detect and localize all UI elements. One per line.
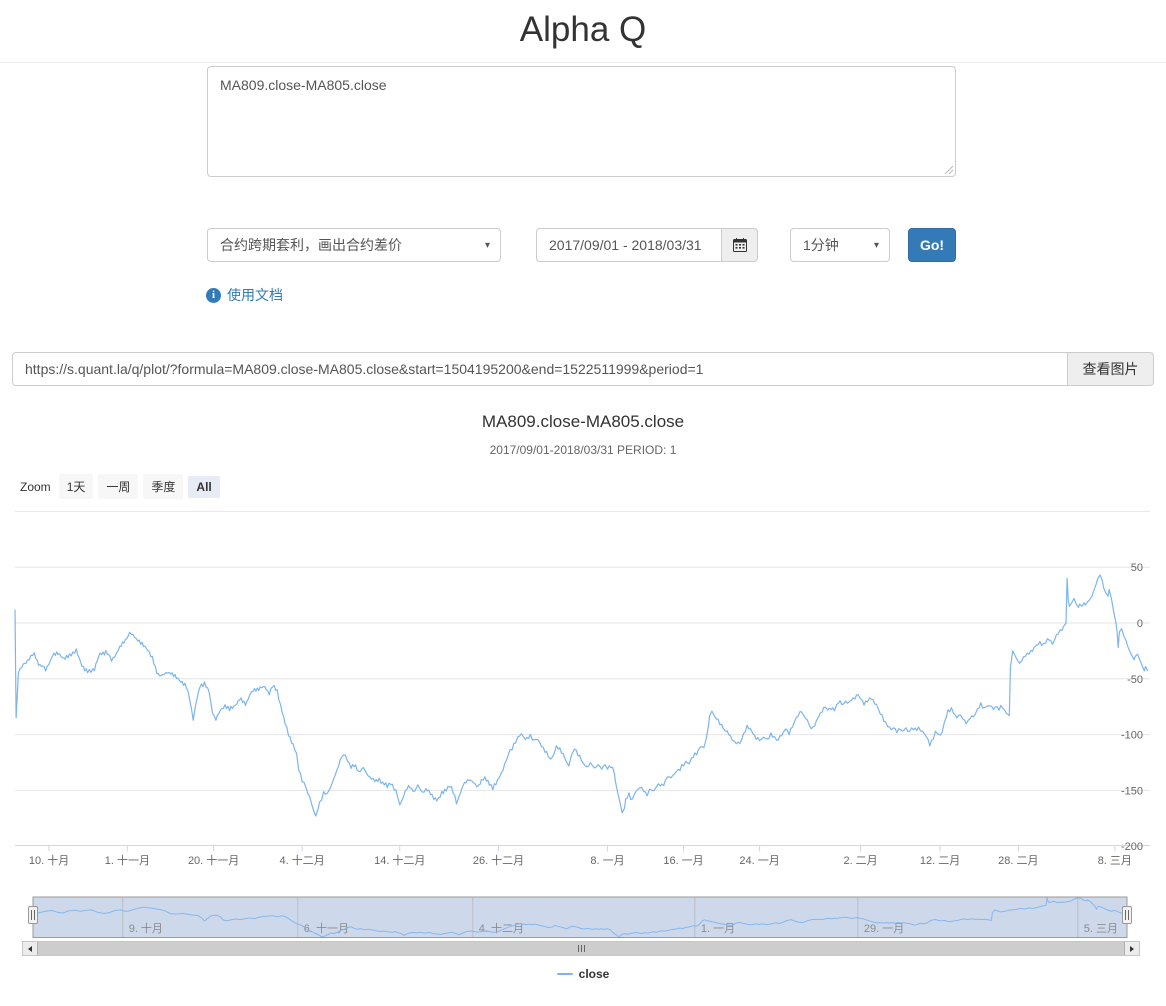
- x-axis-label: 1. 十一月: [105, 853, 150, 867]
- doc-link-row: i 使用文档: [206, 285, 283, 305]
- strategy-select[interactable]: 合约跨期套利，画出合约差价 ▾: [207, 228, 501, 262]
- navigator-label: 29. 一月: [864, 923, 904, 935]
- navigator-right-handle[interactable]: [1122, 906, 1132, 924]
- range-selector: Zoom 1天 一周 季度 All: [20, 474, 225, 499]
- scroll-left-button[interactable]: [23, 942, 37, 955]
- y-axis-label: -150: [1121, 785, 1143, 797]
- range-button-quarter[interactable]: 季度: [143, 474, 184, 499]
- x-axis-label: 8. 一月: [590, 855, 624, 867]
- legend-line-icon: [556, 973, 573, 975]
- x-axis-label: 26. 十二月: [473, 853, 524, 867]
- scroll-right-button[interactable]: [1125, 942, 1139, 955]
- calendar-icon: [732, 238, 747, 252]
- page-title: Alpha Q: [519, 10, 647, 49]
- x-axis-label: 12. 二月: [920, 855, 960, 867]
- x-axis-label: 20. 十一月: [188, 853, 239, 867]
- scroll-right-icon: [1130, 945, 1134, 952]
- x-axis-label: 10. 十月: [29, 853, 69, 867]
- navigator-left-handle[interactable]: [28, 906, 38, 924]
- navigator-label: 4. 十二月: [479, 921, 524, 935]
- date-range-input[interactable]: [536, 228, 722, 262]
- view-image-button[interactable]: 查看图片: [1068, 352, 1154, 386]
- x-axis-label: 14. 十二月: [374, 853, 425, 867]
- title-divider: [0, 62, 1166, 63]
- plot-url-group: 查看图片: [12, 352, 1154, 386]
- period-select-value: 1分钟: [803, 237, 839, 253]
- x-axis-label: 2. 二月: [843, 855, 877, 867]
- navigator-series-line: [32, 897, 1125, 937]
- info-icon: i: [206, 287, 221, 303]
- legend-label: close: [578, 967, 610, 981]
- chart-subtitle: 2017/09/01-2018/03/31 PERIOD: 1: [489, 443, 677, 457]
- y-axis-label: 50: [1131, 562, 1143, 574]
- go-button[interactable]: Go!: [908, 228, 956, 262]
- thumb-grip-icon: [583, 945, 585, 952]
- range-button-all[interactable]: All: [188, 475, 220, 498]
- y-axis-label: 0: [1137, 618, 1143, 630]
- y-axis-label: -200: [1121, 841, 1143, 853]
- range-button-1w[interactable]: 一周: [98, 474, 139, 499]
- doc-link[interactable]: 使用文档: [227, 287, 283, 303]
- chevron-down-icon: ▾: [873, 239, 879, 251]
- x-axis-label: 4. 十二月: [280, 853, 325, 867]
- thumb-grip-icon: [577, 945, 579, 952]
- navigator-label: 6. 十一月: [304, 921, 349, 935]
- thumb-grip-icon: [580, 945, 582, 952]
- calendar-addon-button[interactable]: [722, 228, 758, 262]
- y-axis-label: -100: [1121, 730, 1143, 742]
- resize-handle-icon[interactable]: [944, 165, 954, 175]
- navigator-label: 5. 三月: [1084, 923, 1118, 935]
- x-axis-label: 8. 三月: [1098, 855, 1132, 867]
- series-close-line: [14, 574, 1149, 817]
- strategy-select-value: 合约跨期套利，画出合约差价: [220, 237, 402, 253]
- scrollbar-thumb[interactable]: [37, 942, 1125, 955]
- zoom-label: Zoom: [20, 479, 51, 494]
- chart-title: MA809.close-MA805.close: [481, 412, 685, 431]
- chevron-down-icon: ▾: [484, 239, 490, 251]
- scroll-left-icon: [28, 945, 32, 952]
- x-axis-label: 16. 一月: [663, 855, 703, 867]
- chart-legend[interactable]: close: [0, 967, 1166, 981]
- y-axis-label: -50: [1127, 674, 1143, 686]
- navigator-label: 1. 一月: [701, 923, 735, 935]
- navigator-label: 9. 十月: [129, 921, 163, 935]
- x-axis-label: 28. 二月: [998, 855, 1038, 867]
- period-select[interactable]: 1分钟 ▾: [790, 228, 890, 262]
- navigator-mask[interactable]: [33, 897, 1127, 938]
- range-button-1d[interactable]: 1天: [58, 474, 94, 499]
- plot-url-input[interactable]: [12, 352, 1068, 386]
- navigator-scrollbar[interactable]: [22, 941, 1140, 956]
- formula-input[interactable]: MA809.close-MA805.close: [207, 66, 956, 177]
- x-axis-label: 24. 一月: [739, 855, 779, 867]
- formula-input-wrap: MA809.close-MA805.close: [207, 66, 956, 177]
- date-range-group: [536, 228, 758, 262]
